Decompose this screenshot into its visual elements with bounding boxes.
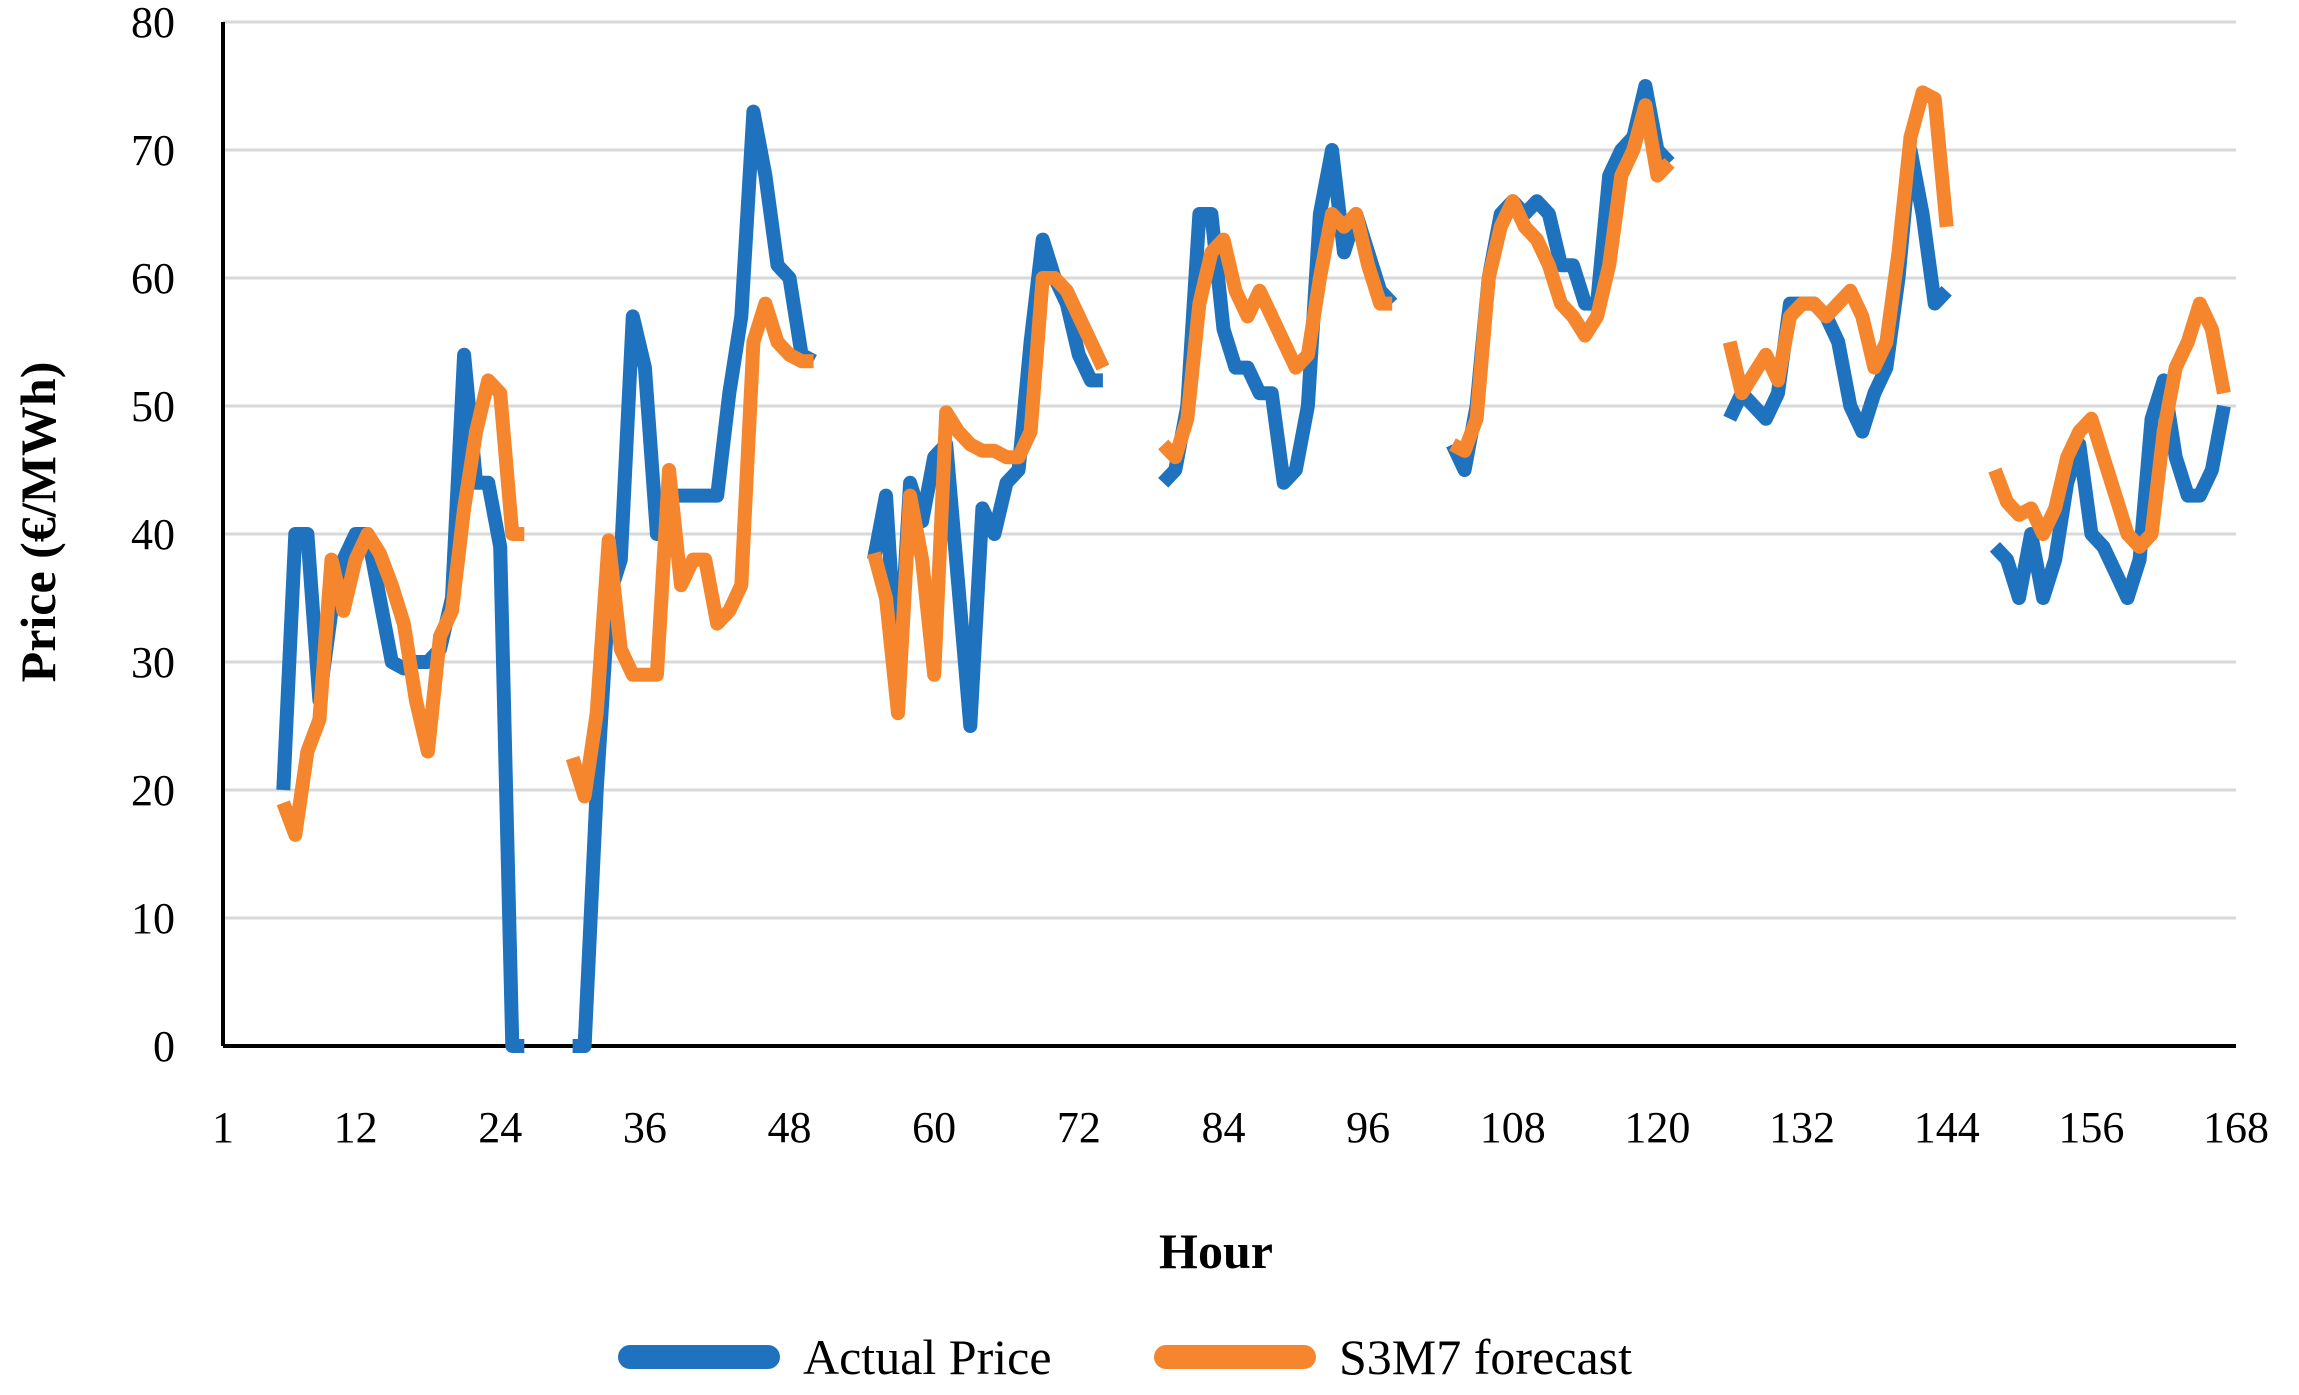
x-tick-label: 144: [1914, 1103, 1980, 1152]
x-tick-label: 132: [1769, 1103, 1835, 1152]
axes: [221, 22, 2236, 1048]
x-tick-label: 96: [1346, 1103, 1390, 1152]
y-tick-label: 50: [131, 382, 175, 431]
series-line-actual-price-segment-7: [1989, 373, 2231, 605]
series-line-s3m7-forecast-segment-2: [565, 296, 814, 804]
series-line-s3m7-forecast-segment-6: [1722, 85, 1954, 401]
series-line-s3m7-forecast-segment-1: [276, 373, 525, 842]
y-tick-label: 60: [131, 254, 175, 303]
y-tick-label: 40: [131, 510, 175, 559]
x-tick-label: 156: [2058, 1103, 2124, 1152]
y-tick-label: 20: [131, 766, 175, 815]
series-line-s3m7-forecast-segment-3: [867, 271, 1110, 721]
series-line-s3m7-forecast-segment-7: [1988, 296, 2231, 554]
tick-labels: 0 10 20 30 40 50 60 70 80 1 12 24 36 48 60 72 84 96 108 120…: [131, 0, 2269, 1152]
legend-label-actual-price: Actual Price: [803, 1329, 1052, 1385]
series-line-actual-price-segment-6: [1723, 143, 1952, 439]
series-line-s3m7-forecast-segment-4: [1158, 207, 1393, 465]
x-axis-title: Hour: [1159, 1223, 1273, 1279]
x-tick-label: 120: [1624, 1103, 1690, 1152]
series-actual-price: [276, 79, 2231, 1053]
y-tick-label: 0: [153, 1022, 175, 1071]
x-tick-label: 36: [623, 1103, 667, 1152]
x-tick-label: 24: [478, 1103, 522, 1152]
x-tick-label: 60: [912, 1103, 956, 1152]
series-line-s3m7-forecast-segment-5: [1449, 98, 1675, 458]
y-tick-label: 70: [131, 126, 175, 175]
y-axis-title: Price (€/MWh): [10, 362, 66, 683]
x-tick-label: 1: [212, 1103, 234, 1152]
series-s3m7-forecast: [276, 85, 2231, 842]
legend: Actual Price S3M7 forecast: [618, 1329, 1632, 1385]
legend-label-s3m7-forecast: S3M7 forecast: [1339, 1329, 1632, 1385]
y-tick-label: 30: [131, 638, 175, 687]
x-tick-label: 72: [1057, 1103, 1101, 1152]
x-tick-label: 168: [2203, 1103, 2269, 1152]
x-tick-label: 12: [334, 1103, 378, 1152]
x-tick-label: 84: [1201, 1103, 1245, 1152]
y-tick-label: 80: [131, 0, 175, 47]
x-tick-label: 48: [768, 1103, 812, 1152]
data-series: [276, 79, 2231, 1053]
y-tick-label: 10: [131, 894, 175, 943]
x-tick-label: 108: [1480, 1103, 1546, 1152]
